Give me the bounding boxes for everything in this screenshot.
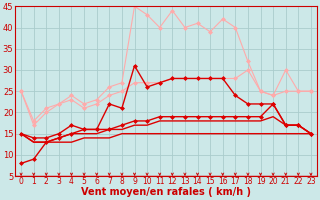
- X-axis label: Vent moyen/en rafales ( km/h ): Vent moyen/en rafales ( km/h ): [81, 187, 251, 197]
